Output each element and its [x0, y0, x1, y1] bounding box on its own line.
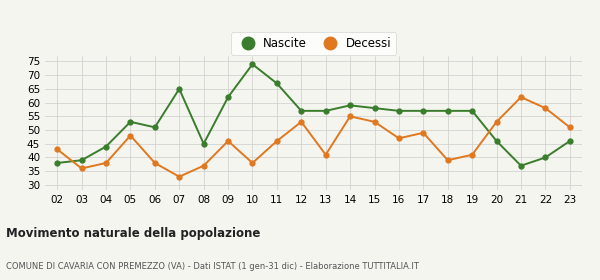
Decessi — [517, 95, 524, 99]
Decessi — [127, 134, 134, 137]
Nascite — [249, 62, 256, 66]
Nascite — [224, 95, 232, 99]
Decessi — [566, 126, 574, 129]
Nascite — [395, 109, 403, 113]
Decessi — [322, 153, 329, 157]
Decessi — [469, 153, 476, 157]
Decessi — [103, 161, 110, 165]
Nascite — [542, 156, 549, 159]
Text: COMUNE DI CAVARIA CON PREMEZZO (VA) - Dati ISTAT (1 gen-31 dic) - Elaborazione T: COMUNE DI CAVARIA CON PREMEZZO (VA) - Da… — [6, 262, 419, 271]
Nascite — [371, 106, 378, 110]
Nascite — [469, 109, 476, 113]
Decessi — [273, 139, 280, 143]
Nascite — [200, 142, 207, 145]
Decessi — [420, 131, 427, 134]
Nascite — [566, 139, 574, 143]
Nascite — [176, 87, 183, 91]
Legend: Nascite, Decessi: Nascite, Decessi — [231, 32, 396, 55]
Decessi — [224, 139, 232, 143]
Decessi — [176, 175, 183, 178]
Nascite — [78, 158, 85, 162]
Nascite — [444, 109, 451, 113]
Nascite — [517, 164, 524, 167]
Decessi — [542, 106, 549, 110]
Decessi — [200, 164, 207, 167]
Nascite — [53, 161, 61, 165]
Line: Nascite: Nascite — [55, 62, 572, 168]
Nascite — [103, 145, 110, 148]
Decessi — [493, 120, 500, 123]
Nascite — [347, 104, 354, 107]
Text: Movimento naturale della popolazione: Movimento naturale della popolazione — [6, 227, 260, 240]
Decessi — [249, 161, 256, 165]
Nascite — [127, 120, 134, 123]
Nascite — [322, 109, 329, 113]
Decessi — [371, 120, 378, 123]
Nascite — [151, 126, 158, 129]
Decessi — [347, 115, 354, 118]
Nascite — [420, 109, 427, 113]
Decessi — [395, 137, 403, 140]
Line: Decessi: Decessi — [55, 95, 572, 179]
Decessi — [298, 120, 305, 123]
Decessi — [53, 148, 61, 151]
Nascite — [298, 109, 305, 113]
Decessi — [444, 158, 451, 162]
Nascite — [273, 82, 280, 85]
Decessi — [78, 167, 85, 170]
Decessi — [151, 161, 158, 165]
Nascite — [493, 139, 500, 143]
